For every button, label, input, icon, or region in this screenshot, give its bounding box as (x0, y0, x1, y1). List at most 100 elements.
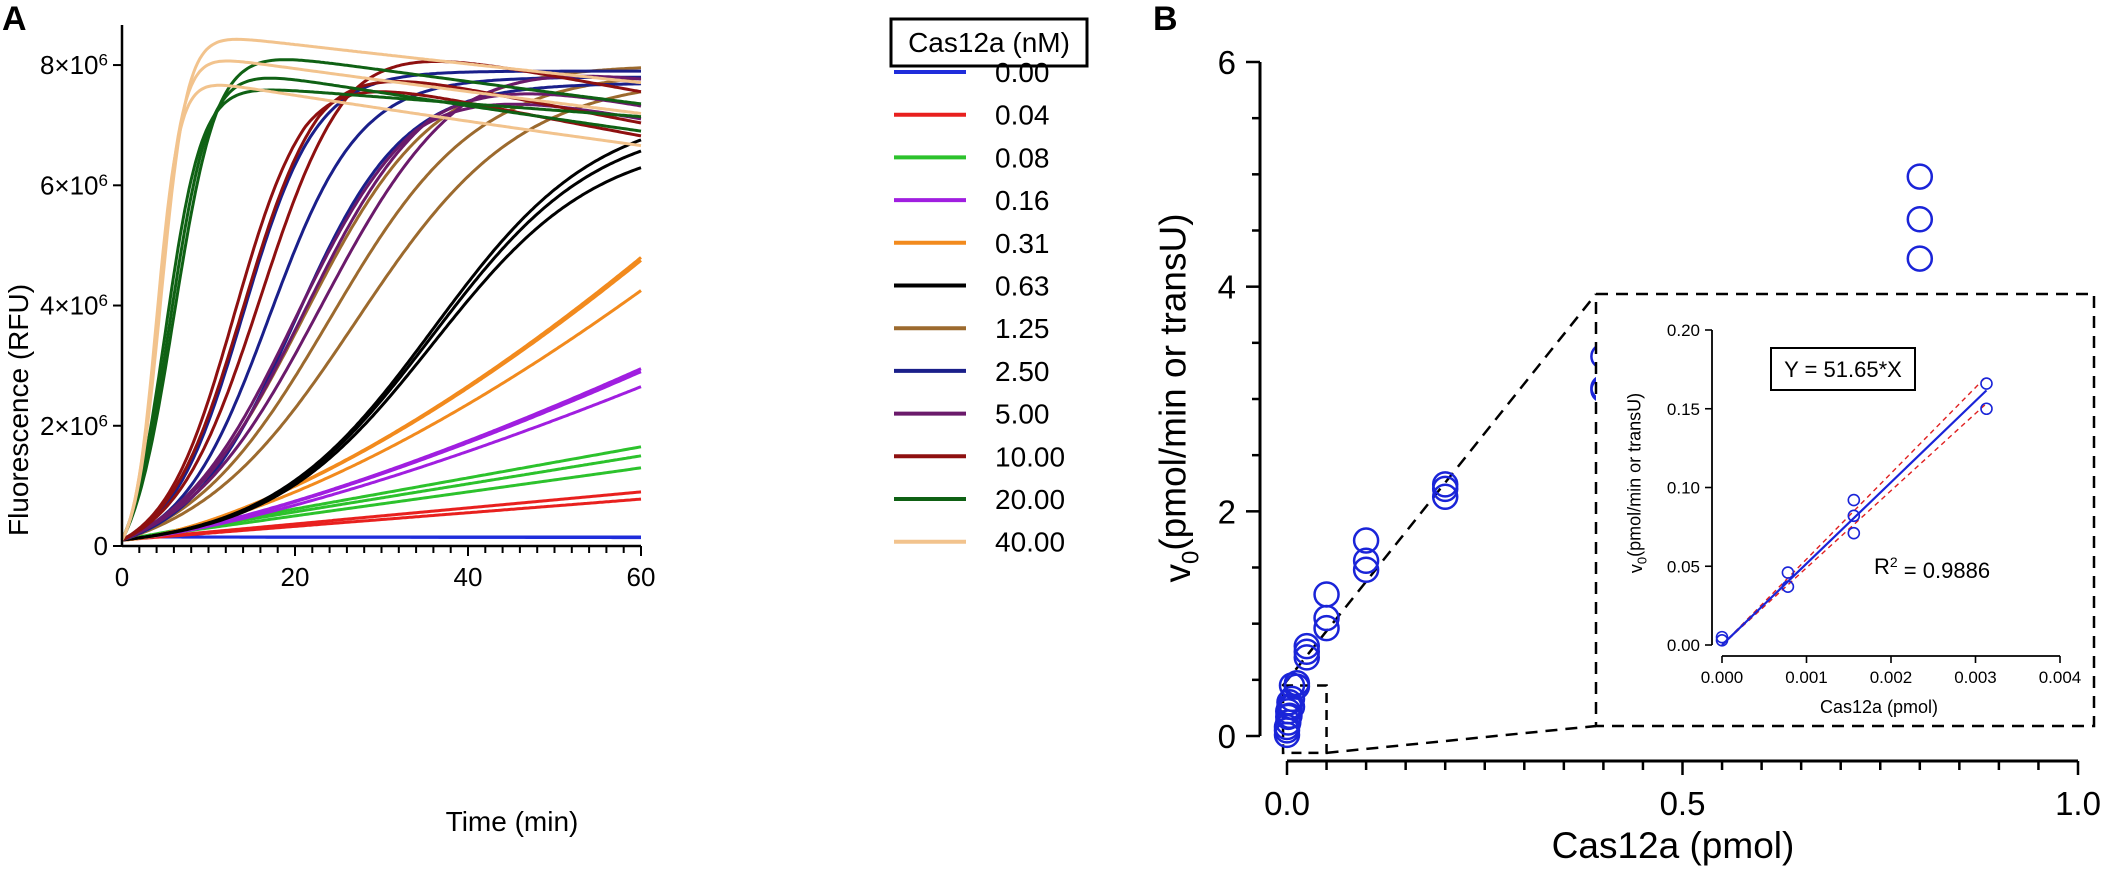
panel-b-data-point (1276, 689, 1303, 716)
inset-y-tick-label: 0.15 (1667, 400, 1700, 419)
panel-a-y-tick-label: 4×106 (40, 291, 108, 321)
panel-b-x-tick-label: 0.0 (1264, 785, 1310, 822)
legend-label: 0.00 (995, 57, 1050, 88)
panel-b-data-point (1283, 673, 1311, 700)
panel-b-x-tick-label: 0.5 (1660, 785, 1706, 822)
legend-label: 10.00 (995, 441, 1065, 472)
series-line-40-00-rep2 (120, 59, 642, 541)
inset-y-tick-label: 0.00 (1667, 636, 1700, 655)
inset-data-point (1781, 566, 1795, 579)
inset-data-point (1980, 377, 1993, 390)
panel-a-y-axis-title: Fluorescence (RFU) (3, 284, 34, 536)
fit-equation: Y = 51.65*X (1784, 357, 1902, 382)
series-line-0-31-rep2 (121, 259, 642, 542)
inset-x-tick-label: 0.004 (2039, 668, 2082, 687)
inset-x-tick-label: 0.003 (1954, 668, 1997, 687)
series-line-0-16-rep3 (121, 385, 642, 542)
legend-label: 2.50 (995, 356, 1050, 387)
panel-b-chart: 0 2 4 6 0.0 0.5 1.0 Cas12a (pmol) v0(pmol/min … (1152, 44, 2100, 866)
legend-title-box (889, 17, 1089, 68)
equation-box (1770, 347, 1916, 391)
inset-x-tick-label: 0.002 (1870, 668, 1913, 687)
panel-a-legend: Cas12a (nM) 0.00 0.04 0.08 0.16 0.31 0.63 1.25… (889, 17, 1089, 558)
series-line-0-63-rep3 (121, 166, 642, 542)
series-line-20-00-rep1 (120, 58, 642, 541)
series-line-10-00-rep2 (121, 80, 642, 542)
zoom-connector-top (1282, 293, 1597, 687)
panel-a-y-tick-label: 0 (94, 531, 108, 561)
series-line-20-00-rep3 (120, 88, 642, 541)
inset-data-point (1847, 526, 1861, 540)
inset-data-point (1715, 630, 1729, 644)
panel-b-data-point (1431, 483, 1459, 510)
panel-a-x-tick-label: 20 (281, 562, 310, 592)
panel-b-data-point (1278, 685, 1306, 713)
inset-ci-lower-line (1721, 402, 1987, 646)
panel-b-axes: 0 2 4 6 0.0 0.5 1.0 (1218, 44, 2101, 822)
panel-b-data-point (1293, 632, 1321, 660)
legend-label: 20.00 (995, 484, 1065, 515)
panel-a-y-tick-label: 8×106 (40, 50, 108, 80)
panel-a-x-tick-label: 60 (627, 562, 656, 592)
panel-b-y-axis-title: v0(pmol/min or transU) (1152, 213, 1204, 582)
inset-fit-line (1721, 389, 1988, 646)
inset-data-point (1847, 493, 1861, 507)
legend-label: 0.31 (995, 228, 1050, 259)
panel-a-x-axis-title: Time (min) (446, 806, 579, 837)
legend-label: 5.00 (995, 399, 1050, 430)
panel-b-data-point (1352, 547, 1380, 575)
panel-a-y-tick-label: 6×106 (40, 170, 108, 200)
legend-items: 0.00 0.04 0.08 0.16 0.31 0.63 1.25 2.50 5.00 10.0… (894, 57, 1065, 558)
inset-y-tick-label: 0.10 (1667, 479, 1700, 498)
panel-b-x-axis-title: Cas12a (pmol) (1552, 825, 1795, 866)
legend-label: 0.08 (995, 142, 1050, 173)
panel-b-inset: 0.00 0.05 0.10 0.15 0.20 0.000 0.001 0.002 0.003… (1594, 292, 2096, 728)
panel-b-y-tick-label: 4 (1218, 269, 1236, 306)
panel-b-zoom-connector (1281, 293, 1597, 755)
panel-b-data-point (1352, 556, 1380, 583)
series-line-1-25-rep3 (121, 90, 642, 542)
zoom-connector-bottom (1326, 724, 1597, 755)
inset-x-axis-title: Cas12a (pmol) (1820, 697, 1938, 717)
panel-b-data-point (1313, 581, 1340, 608)
legend-label: 0.04 (995, 100, 1050, 131)
panel-b-data-point (1906, 245, 1934, 272)
panel-a-y-tick-label: 2×106 (40, 411, 108, 441)
inset-x-tick-label: 0.001 (1785, 668, 1828, 687)
panel-a-label: A (2, 0, 27, 38)
panel-b-data-point (1431, 471, 1459, 498)
panel-b-data-point (1906, 163, 1934, 190)
inset-axes: 0.00 0.05 0.10 0.15 0.20 0.000 0.001 0.002 0.003… (1667, 321, 2081, 687)
series-line-5-00-rep2 (121, 92, 642, 542)
inset-y-tick-label: 0.20 (1667, 321, 1700, 340)
panel-b-data-point (1906, 206, 1934, 233)
inset-y-axis-title: v0(pmol/min or transU) (1624, 393, 1649, 573)
panel-a-x-tick-label: 0 (115, 562, 129, 592)
panel-b-x-tick-label: 1.0 (2055, 785, 2101, 822)
inset-y-tick-label: 0.05 (1667, 557, 1700, 576)
legend-label: 0.16 (995, 185, 1050, 216)
legend-label: 40.00 (995, 527, 1065, 558)
inset-data-point (1847, 509, 1861, 523)
inset-x-tick-label: 0.000 (1701, 668, 1744, 687)
inset-data-point (1781, 580, 1795, 594)
panel-b-y-tick-label: 0 (1218, 718, 1236, 755)
inset-data-point (1715, 633, 1729, 647)
series-line-0-00-rep3 (122, 535, 641, 540)
legend-label: 0.63 (995, 271, 1050, 302)
legend-title: Cas12a (nM) (908, 27, 1070, 58)
series-line-0-04-rep2 (121, 497, 642, 542)
r-squared-label: R2 = 0.9886 (1874, 554, 1990, 583)
panel-a-series-group (120, 37, 642, 542)
inset-data-point (1980, 402, 1993, 416)
panel-b-data-point (1293, 638, 1321, 665)
series-line-40-00-rep1 (120, 37, 642, 541)
inset-points (1715, 377, 1993, 647)
series-line-10-00-rep1 (121, 60, 642, 542)
series-line-0-08-rep3 (121, 466, 642, 542)
panel-b-data-point (1352, 527, 1380, 554)
panel-b-label: B (1153, 0, 1178, 38)
panel-b-y-tick-label: 6 (1218, 44, 1236, 81)
